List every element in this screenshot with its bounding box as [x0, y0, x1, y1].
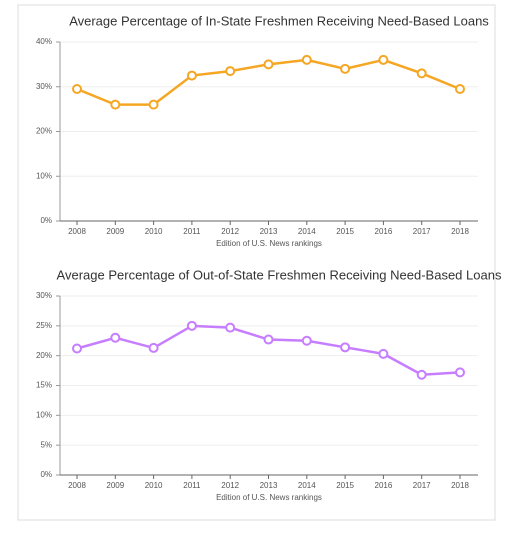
point — [416, 68, 427, 79]
x-tick-label: 2008 — [68, 227, 86, 236]
y-tick-label: 5% — [40, 440, 52, 449]
y-tick-label: 15% — [36, 381, 52, 390]
y-tick-label: 25% — [36, 321, 52, 330]
x-tick-label: 2014 — [298, 227, 316, 236]
point — [225, 66, 236, 77]
point — [455, 83, 465, 94]
x-tick-label: 2008 — [68, 481, 86, 490]
point — [301, 54, 312, 65]
point — [340, 342, 351, 353]
card — [17, 4, 496, 521]
x-axis-label: Edition of U.S. News rankings — [216, 239, 322, 248]
x-tick-label: 2015 — [336, 227, 354, 236]
point — [148, 99, 159, 110]
point — [72, 343, 82, 354]
point — [416, 369, 427, 380]
y-tick-label: 30% — [36, 82, 52, 91]
point — [186, 70, 197, 81]
point — [148, 342, 159, 353]
point — [110, 99, 121, 110]
x-tick-label: 2017 — [413, 481, 431, 490]
y-tick-label: 0% — [40, 216, 52, 225]
chart-title: Average Percentage of In-State Freshmen … — [69, 13, 489, 28]
x-tick-label: 2015 — [336, 481, 354, 490]
x-tick-label: 2016 — [375, 227, 393, 236]
y-tick-label: 10% — [36, 171, 52, 180]
point — [378, 348, 389, 359]
x-tick-label: 2013 — [260, 481, 278, 490]
x-tick-label: 2014 — [298, 481, 316, 490]
point — [455, 367, 465, 378]
point — [301, 335, 312, 346]
x-tick-label: 2018 — [451, 481, 469, 490]
point — [378, 54, 389, 65]
x-axis-label: Edition of U.S. News rankings — [216, 493, 322, 502]
y-tick-label: 20% — [36, 351, 52, 360]
x-tick-label: 2017 — [413, 227, 431, 236]
y-tick-label: 0% — [40, 470, 52, 479]
x-tick-label: 2009 — [106, 481, 124, 490]
y-tick-label: 40% — [36, 37, 52, 46]
x-tick-label: 2016 — [375, 481, 393, 490]
x-tick-label: 2009 — [106, 227, 124, 236]
x-tick-label: 2018 — [451, 227, 469, 236]
x-tick-label: 2012 — [221, 481, 239, 490]
x-tick-label: 2011 — [183, 481, 201, 490]
point — [263, 334, 274, 345]
point — [110, 332, 121, 343]
y-tick-label: 30% — [36, 291, 52, 300]
point — [186, 320, 197, 331]
y-tick-label: 20% — [36, 127, 52, 136]
x-tick-label: 2010 — [145, 227, 163, 236]
point — [263, 59, 274, 70]
x-tick-label: 2012 — [221, 227, 239, 236]
point — [72, 83, 82, 94]
point — [225, 322, 236, 333]
y-tick-label: 10% — [36, 410, 52, 419]
point — [340, 63, 351, 74]
chart-title: Average Percentage of Out-of-State Fresh… — [57, 267, 502, 282]
x-tick-label: 2013 — [260, 227, 278, 236]
x-tick-label: 2011 — [183, 227, 201, 236]
x-tick-label: 2010 — [145, 481, 163, 490]
